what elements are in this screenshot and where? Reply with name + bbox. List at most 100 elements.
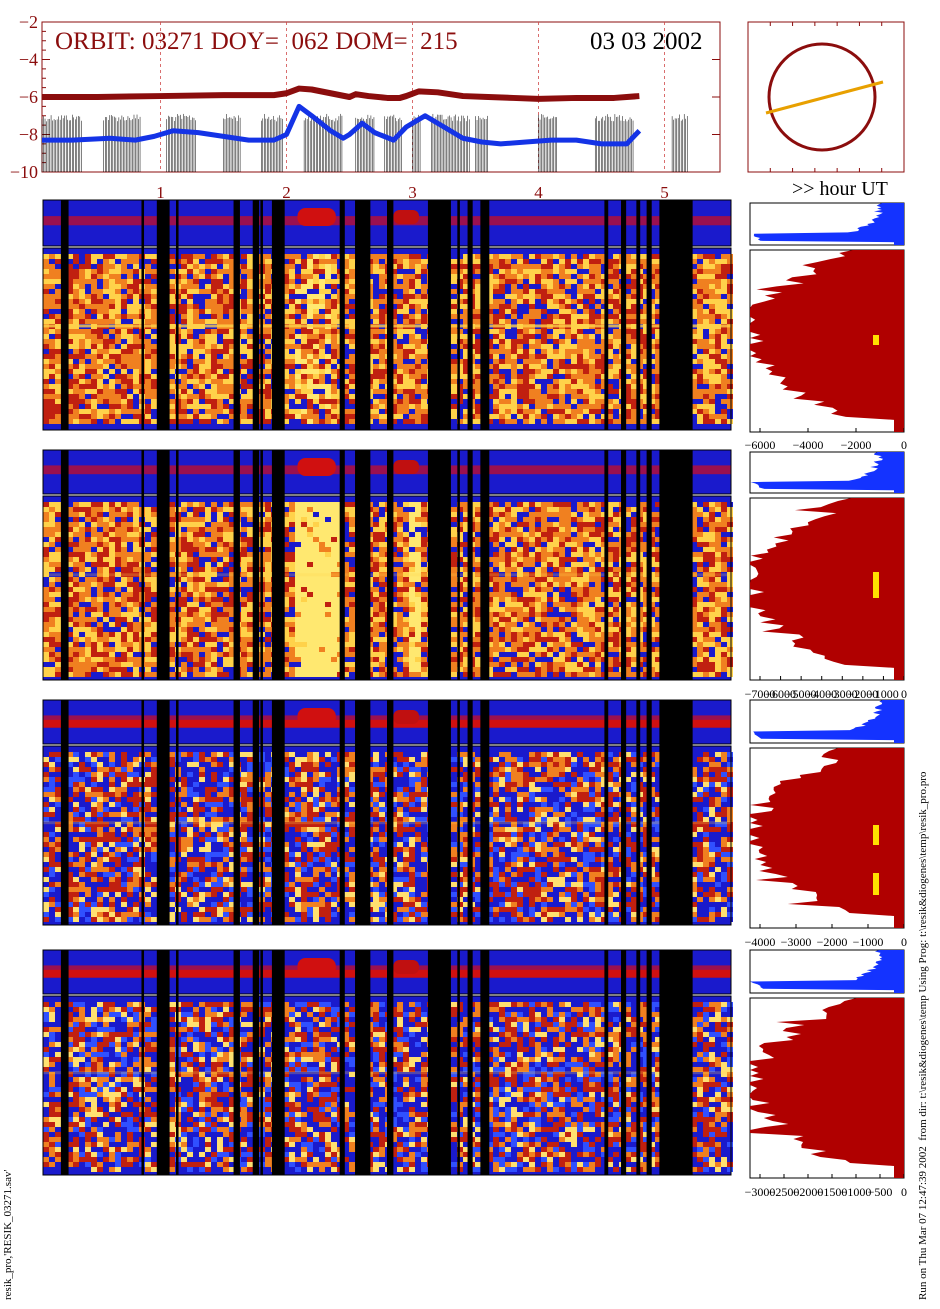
spectrum-cell [655,399,661,404]
spectrum-cell [151,409,157,414]
spectrum-cell [205,339,211,344]
spectrum-cell [409,304,415,309]
spectrum-cell [499,254,505,259]
spectrum-cell [211,279,217,284]
spectrum-cell [331,269,337,274]
spectrum-cell [589,414,595,419]
spectrum-cell [421,339,427,344]
spectrum-cell [199,294,205,299]
spectrum-cell [697,339,703,344]
spectrum-cell [643,399,649,404]
spectrum-cell [631,399,637,404]
spectrum-cell [121,289,127,294]
spectrum-cell [331,502,337,507]
spectrum-cell [709,279,715,284]
spectrum-cell [289,319,295,324]
spectrum-cell [649,359,655,364]
spectrum-cell [325,384,331,389]
spectrum-cell [313,264,319,269]
spectrum-cell [133,384,139,389]
spectrum-cell [295,517,301,522]
spectrum-cell [289,522,295,527]
spectrum-cell [517,269,523,274]
circle-frame [747,21,905,173]
spectrum-cell [391,517,397,522]
spectrum-cell [343,299,349,304]
spectrum-cell [421,502,427,507]
spectrum-cell [121,404,127,409]
spectrum-cell [703,309,709,314]
spectrum-cell [589,309,595,314]
spectrum-cell [217,279,223,284]
spectrum-cell [697,389,703,394]
spectrum-cell [349,369,355,374]
spectrum-cell [715,414,721,419]
spectrum-cell [319,334,325,339]
spectrum-cell [289,309,295,314]
spectrum-cell [199,517,205,522]
spectrum-cell [499,259,505,264]
spectrum-cell [49,269,55,274]
x-tick-label: 1 [156,183,165,202]
spectrum-cell [709,264,715,269]
spectrum-cell [97,389,103,394]
spectrum-cell [211,389,217,394]
spectrum-cell [265,414,271,419]
spectrum-cell [703,344,709,349]
spectrum-cell [199,334,205,339]
spectrum-cell [43,384,49,389]
spectrum-cell [307,394,313,399]
spectrum-cell [529,512,535,517]
spectrum-cell [589,279,595,284]
spectrum-cell [523,527,529,532]
spectrum-cell [727,364,733,369]
spectrum-cell [715,299,721,304]
spectrum-cell [67,517,73,522]
spectrum-cell [43,517,49,522]
spectrum-cell [301,532,307,537]
spectrum-cell [103,512,109,517]
spectrum-cell [487,414,493,419]
spectrum-cell [115,527,121,532]
spectrum-cell [541,329,547,334]
spectrum-cell [397,279,403,284]
spectrum-cell [643,294,649,299]
spectrum-cell [403,414,409,419]
spectrum-cell [193,339,199,344]
spectrum-cell [721,339,727,344]
spectrum-cell [709,389,715,394]
spectrum-cell [631,359,637,364]
spectrum-cell [301,349,307,354]
spectrum-cell [487,279,493,284]
spectrum-cell [67,379,73,384]
spectrum-cell [127,274,133,279]
spectrum-cell [169,364,175,369]
spectrum-cell [541,364,547,369]
spectrum-cell [565,502,571,507]
spectrum-cell [97,269,103,274]
spectrum-cell [127,414,133,419]
spectrum-cell [535,314,541,319]
spectrum-cell [103,394,109,399]
spectrum-cell [655,512,661,517]
spectrum-cell [529,517,535,522]
spectrum-cell [589,502,595,507]
spectrum-cell [181,254,187,259]
spectrum-cell [331,329,337,334]
spectrum-cell [247,512,253,517]
spectrum-cell [553,279,559,284]
spectrum-cell [553,314,559,319]
spectrum-cell [265,294,271,299]
data-gap [141,200,145,430]
spectrum-cell [133,512,139,517]
spectrum-cell [697,349,703,354]
spectrum-cell [595,294,601,299]
spectrum-cell [241,339,247,344]
spectrum-cell [115,419,121,424]
spectrum-cell [475,339,481,344]
spectrum-cell [577,512,583,517]
spectrum-cell [55,399,61,404]
spectrum-cell [631,414,637,419]
spectrum-cell [649,354,655,359]
spectrum-cell [79,274,85,279]
